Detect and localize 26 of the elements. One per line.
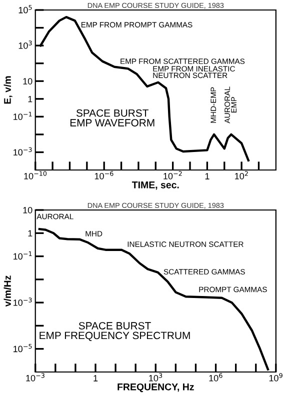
x-tick-label: 10$^{2}$ [235, 171, 248, 180]
y-tick-label: 10 [23, 206, 32, 214]
annotation: SPACE BURST EMP WAVEFORM [70, 109, 154, 126]
x-tick-label: 10$^{9}$ [269, 373, 282, 382]
annotation: SPACE BURST EMP FREQUENCY SPECTRUM [40, 322, 190, 342]
y-tick-label: 10$^{3}$ [18, 40, 32, 49]
y-tick-label: 10$^{−1}$ [14, 251, 32, 260]
y-tick-label: 10$^{5}$ [18, 5, 32, 14]
x-tick-label: 1 [94, 375, 98, 382]
x-tick-label: 10$^{6}$ [209, 373, 222, 382]
x-axis-title: FREQUENCY, Hz [118, 383, 194, 392]
x-tick-label: 10$^{−6}$ [94, 171, 114, 180]
x-tick-label: 10$^{−10}$ [24, 171, 47, 180]
y-tick-label: 1 [28, 96, 32, 102]
y-tick-label: 10$^{−5}$ [14, 344, 32, 352]
x-tick-label: 10$^{3}$ [149, 373, 162, 382]
y-axis-title: v/m/Hz [4, 276, 12, 307]
x-tick-label: 1 [205, 173, 210, 180]
y-tick-label: 10$^{−1}$ [14, 112, 32, 120]
x-axis-title: TIME, sec. [132, 182, 179, 190]
y-tick-label: 10$^{−3}$ [14, 147, 32, 156]
y-tick-label: 1 [28, 230, 32, 236]
y-tick-label: 10 [23, 78, 32, 84]
y-tick-label: 10$^{−3}$ [14, 298, 32, 306]
x-tick-label: 10$^{−2}$ [164, 171, 182, 180]
y-axis-title: E, v/m [4, 76, 12, 104]
